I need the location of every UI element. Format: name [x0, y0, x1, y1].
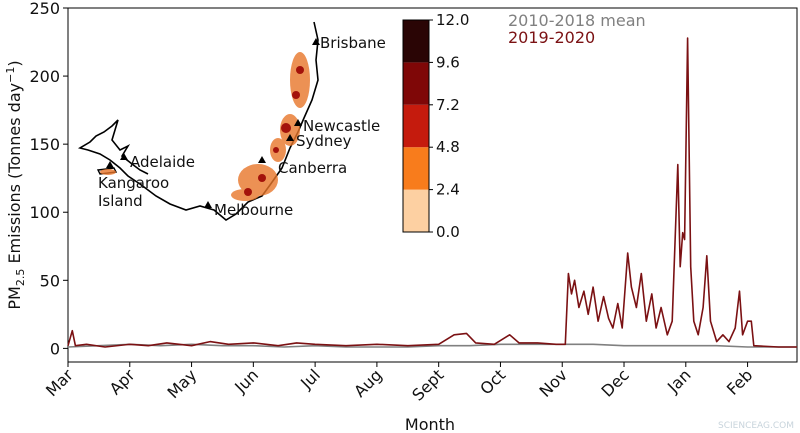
map-label: Adelaide: [130, 153, 195, 171]
y-axis-label-part: Emissions (Tonnes day: [5, 83, 24, 269]
y-tick-label: 0: [50, 339, 60, 358]
map-label: Sydney: [296, 132, 352, 150]
legend-label: 2010-2018 mean: [508, 11, 646, 30]
y-axis-label-part: PM: [5, 286, 24, 309]
watermark: SCIENCEAG.COM: [718, 421, 794, 431]
colorbar-tick-label: 0.0: [436, 223, 460, 241]
series-line: [67, 37, 797, 348]
y-tick-label: 200: [29, 67, 60, 86]
x-tick-label: Jun: [230, 365, 262, 397]
legend-label: 2019-2020: [508, 28, 595, 47]
y-axis-label-part: ): [5, 60, 24, 66]
colorbar-bin: [403, 104, 429, 148]
y-axis-label-part: 2.5: [14, 269, 27, 287]
colorbar-bin: [403, 147, 429, 190]
y-axis-label-part: −1: [4, 67, 17, 83]
colorbar-tick-label: 4.8: [436, 138, 460, 156]
x-tick-label: Feb: [723, 365, 756, 398]
x-axis-label: Month: [405, 415, 455, 433]
colorbar-tick-label: 2.4: [436, 181, 460, 199]
city-marker: [106, 38, 320, 208]
map-labels: Brisbane Newcastle Sydney Canberra Adela…: [98, 34, 386, 219]
x-tick-label: Oct: [476, 365, 509, 398]
fire-core: [244, 66, 304, 196]
y-tick-label: 250: [29, 0, 60, 18]
x-tick-label: Jul: [296, 365, 324, 393]
map-label: Kangaroo: [98, 174, 169, 192]
plot-frame: [67, 7, 798, 363]
colorbar-frame: [402, 19, 430, 233]
colorbar-bin: [403, 189, 429, 232]
colorbar-tick-label: 12.0: [436, 11, 469, 29]
colorbar-bin: [403, 62, 429, 105]
map-label: Melbourne: [214, 201, 293, 219]
series-line: [67, 343, 797, 348]
y-tick-label: 150: [29, 135, 60, 154]
x-tick-label: Nov: [536, 365, 572, 401]
colorbar-tick-label: 9.6: [436, 53, 460, 71]
y-axis-label: PM2.5 Emissions (Tonnes day−1): [4, 60, 27, 309]
x-tick-label: Dec: [598, 365, 633, 400]
y-tick-label: 50: [40, 271, 60, 290]
y-tick-label: 100: [29, 203, 60, 222]
map: [77, 21, 320, 221]
x-tick-label: Sept: [408, 365, 447, 404]
colorbar-tick-label: 7.2: [436, 96, 460, 114]
x-tick-label: May: [164, 365, 201, 402]
map-label: Island: [98, 192, 143, 210]
x-tick-label: Jan: [663, 365, 695, 397]
map-label: Canberra: [278, 159, 347, 177]
x-tick-label: Mar: [42, 365, 77, 400]
x-tick-label: Aug: [350, 365, 386, 401]
map-label: Brisbane: [320, 34, 386, 52]
colorbar-bin: [403, 20, 429, 63]
map-label: Newcastle: [303, 117, 380, 135]
x-tick-label: Apr: [106, 365, 139, 398]
